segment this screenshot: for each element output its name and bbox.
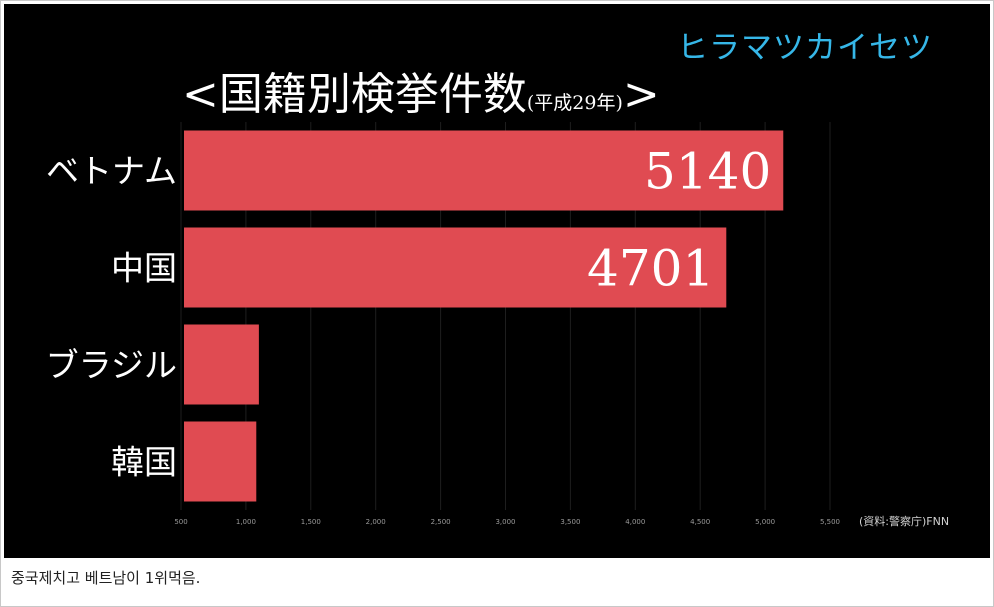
x-tick-label: 2,500 (431, 518, 451, 526)
x-tick-label: 5,500 (820, 518, 840, 526)
x-tick-label: 4,000 (625, 518, 645, 526)
category-label: 韓国 (111, 443, 177, 482)
source-note: (資料:警察庁)FNN (859, 515, 950, 528)
chart-panel: ベトナム中国ブラジル韓国 500 1,000 1,500 2,000 2,500 3,00… (4, 4, 990, 558)
bar-0 (184, 130, 784, 211)
chart-title-main: 国籍別検挙件数 (218, 69, 527, 120)
x-tick-label: 1,500 (301, 518, 321, 526)
x-tick-label: 3,000 (495, 518, 515, 526)
category-label: ベトナム (46, 152, 177, 191)
x-tick-label: 4,500 (690, 518, 710, 526)
chart-title: <国籍別検挙件数(平成29年)> (182, 58, 660, 122)
x-tick-labels: 500 1,000 1,500 2,000 2,500 3,000 3,500 4,000 4,… (174, 518, 840, 526)
data-labels: 5140 4701 (587, 143, 771, 298)
data-label: 4701 (587, 240, 714, 298)
x-tick-label: 500 (174, 518, 187, 526)
chart-subtitle: (平成29年) (526, 92, 623, 114)
x-tick-label: 1,000 (236, 518, 256, 526)
bar-3 (184, 421, 257, 502)
x-tick-label: 2,000 (366, 518, 386, 526)
title-open-bracket: < (182, 69, 219, 120)
post-caption: 중국제치고 베트남이 1위먹음. (11, 569, 201, 587)
x-tick-label: 3,500 (560, 518, 580, 526)
bars (184, 130, 784, 502)
bar-1 (184, 227, 727, 308)
x-tick-label: 5,000 (755, 518, 775, 526)
category-label: ブラジル (46, 346, 177, 385)
category-label: 中国 (111, 249, 177, 288)
brand-logo-text: ヒラマツカイセツ (677, 30, 933, 66)
title-close-bracket: > (622, 69, 660, 120)
data-label: 5140 (644, 143, 771, 201)
bar-2 (184, 324, 259, 405)
